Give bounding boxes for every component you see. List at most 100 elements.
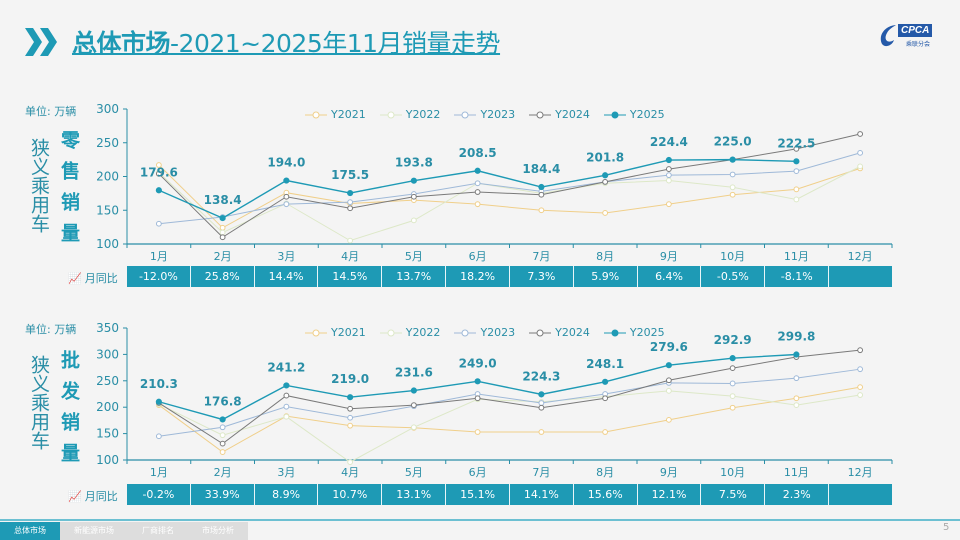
legend: Y2021 Y2022 Y2023 Y2024 Y2025 xyxy=(305,108,665,121)
y-tick-label: 250 xyxy=(96,374,119,388)
legend-marker-icon xyxy=(603,111,626,118)
x-tick-label: 7月 xyxy=(532,250,550,263)
data-point-Y2022 xyxy=(410,424,417,431)
x-tick-label: 9月 xyxy=(660,250,678,263)
yoy-row: -0.2% 33.9% 8.9% 10.7% 13.1% 15.1% 14.1% 15.6% 1… xyxy=(127,484,892,505)
x-tick-label: 1月 xyxy=(150,250,168,263)
legend-label: Y2022 xyxy=(405,108,441,121)
legend-item: Y2023 xyxy=(454,108,515,121)
x-tick-label: 9月 xyxy=(660,466,678,479)
data-point-Y2024 xyxy=(665,166,672,172)
legend-label: Y2021 xyxy=(331,108,366,121)
legend-marker-icon xyxy=(603,329,626,336)
data-point-Y2025 xyxy=(410,177,417,184)
retail-line-chart: 100 150 200 250 300 1月 2月 3月 4月 5月 6月 7月 8月 9月 10月 11月 1… xyxy=(96,102,893,263)
data-point-Y2023 xyxy=(729,380,736,387)
data-point-Y2021 xyxy=(219,449,226,455)
yoy-cell: 14.4% xyxy=(255,266,319,287)
data-point-Y2023 xyxy=(155,220,162,227)
yoy-label: 📈 月同比 xyxy=(68,488,118,504)
x-tick-label: 2月 xyxy=(214,250,232,263)
tab-nev-market[interactable]: 新能源市场 xyxy=(60,522,128,540)
data-point-Y2023 xyxy=(474,180,481,187)
yoy-cell xyxy=(829,484,892,505)
yoy-cell: 13.7% xyxy=(382,266,447,287)
data-point-Y2021 xyxy=(857,384,864,391)
unit-label: 单位: 万辆 xyxy=(25,323,77,336)
yoy-label-text: 月同比 xyxy=(84,272,118,285)
data-label: 249.0 xyxy=(459,356,497,370)
page-number: 5 xyxy=(943,522,950,533)
y-tick-label: 150 xyxy=(96,203,119,217)
metric-label: 批发销量 xyxy=(58,350,80,474)
series-line-Y2024 xyxy=(158,349,861,445)
data-point-Y2022 xyxy=(665,387,672,394)
legend-label: Y2023 xyxy=(480,108,516,121)
yoy-cell: 25.8% xyxy=(191,266,255,287)
x-tick-label: 8月 xyxy=(596,466,614,479)
data-point-Y2023 xyxy=(347,199,354,206)
data-point-Y2023 xyxy=(538,400,545,406)
legend-label: Y2022 xyxy=(405,326,441,339)
data-point-Y2025 xyxy=(410,387,417,394)
yoy-cell: 2.3% xyxy=(765,484,830,505)
legend-marker-icon xyxy=(529,329,552,336)
data-point-Y2021 xyxy=(474,429,481,435)
data-label: 224.3 xyxy=(522,369,560,383)
data-point-Y2022 xyxy=(793,196,800,203)
x-tick-label: 4月 xyxy=(341,466,359,479)
y-tick-label: 350 xyxy=(96,321,119,335)
x-tick-label: 12月 xyxy=(848,250,873,263)
data-label: 241.2 xyxy=(267,360,305,374)
data-point-Y2024 xyxy=(538,191,545,198)
yoy-cell: 15.6% xyxy=(574,484,638,505)
series-line-Y2022 xyxy=(158,390,861,463)
data-point-Y2024 xyxy=(602,179,609,185)
legend-item: Y2021 xyxy=(305,326,366,339)
data-point-Y2021 xyxy=(665,416,672,423)
tab-market-analysis[interactable]: 市场分析 xyxy=(188,522,248,540)
yoy-cell: -0.5% xyxy=(701,266,766,287)
data-point-Y2023 xyxy=(793,375,800,382)
metric-label: 零售销量 xyxy=(58,130,80,254)
title-bold: 总体市场 xyxy=(72,29,171,58)
y-tick-label: 150 xyxy=(96,427,119,441)
data-point-Y2022 xyxy=(283,413,290,420)
data-label: 193.8 xyxy=(395,156,433,170)
yoy-cell: -0.2% xyxy=(127,484,191,505)
legend-marker-icon xyxy=(454,111,477,118)
data-point-Y2024 xyxy=(857,131,864,137)
data-label: 292.9 xyxy=(714,333,752,347)
swirl-logo-icon xyxy=(880,25,896,47)
data-point-Y2025 xyxy=(155,187,162,194)
tab-overall-market[interactable]: 总体市场 xyxy=(0,522,60,540)
data-point-Y2025 xyxy=(347,189,354,197)
cpca-logo: CPCA 乘联分会 xyxy=(876,22,946,52)
yoy-label: 📈 月同比 xyxy=(68,270,118,286)
chevron-double-icon xyxy=(25,28,57,56)
data-label: 175.5 xyxy=(331,168,369,182)
data-point-Y2025 xyxy=(793,351,800,358)
yoy-cell: 6.4% xyxy=(638,266,702,287)
data-point-Y2025 xyxy=(538,391,545,398)
legend-marker-icon xyxy=(379,111,402,118)
data-point-Y2022 xyxy=(729,393,736,400)
data-point-Y2022 xyxy=(347,237,354,244)
data-label: 219.0 xyxy=(331,372,369,386)
data-point-Y2024 xyxy=(538,404,545,411)
data-label: 279.6 xyxy=(650,340,688,354)
unit-label: 单位: 万辆 xyxy=(25,105,77,118)
series-line-Y2023 xyxy=(158,152,861,225)
data-point-Y2021 xyxy=(538,207,545,214)
legend-marker-icon xyxy=(529,111,552,118)
legend-marker-icon xyxy=(305,329,327,336)
y-tick-label: 200 xyxy=(96,400,119,414)
side-label: 狭义乘用车 xyxy=(28,355,50,450)
legend-label: Y2025 xyxy=(629,326,665,339)
data-point-Y2024 xyxy=(219,234,226,241)
y-tick-label: 100 xyxy=(96,453,119,467)
data-point-Y2025 xyxy=(602,378,609,385)
tab-maker-ranking[interactable]: 厂商排名 xyxy=(128,522,188,540)
wholesale-line-chart: 100 150 200 250 300 350 1月 2月 3月 4月 5月 6月 7月 8月 9月 10月 1… xyxy=(96,321,893,479)
